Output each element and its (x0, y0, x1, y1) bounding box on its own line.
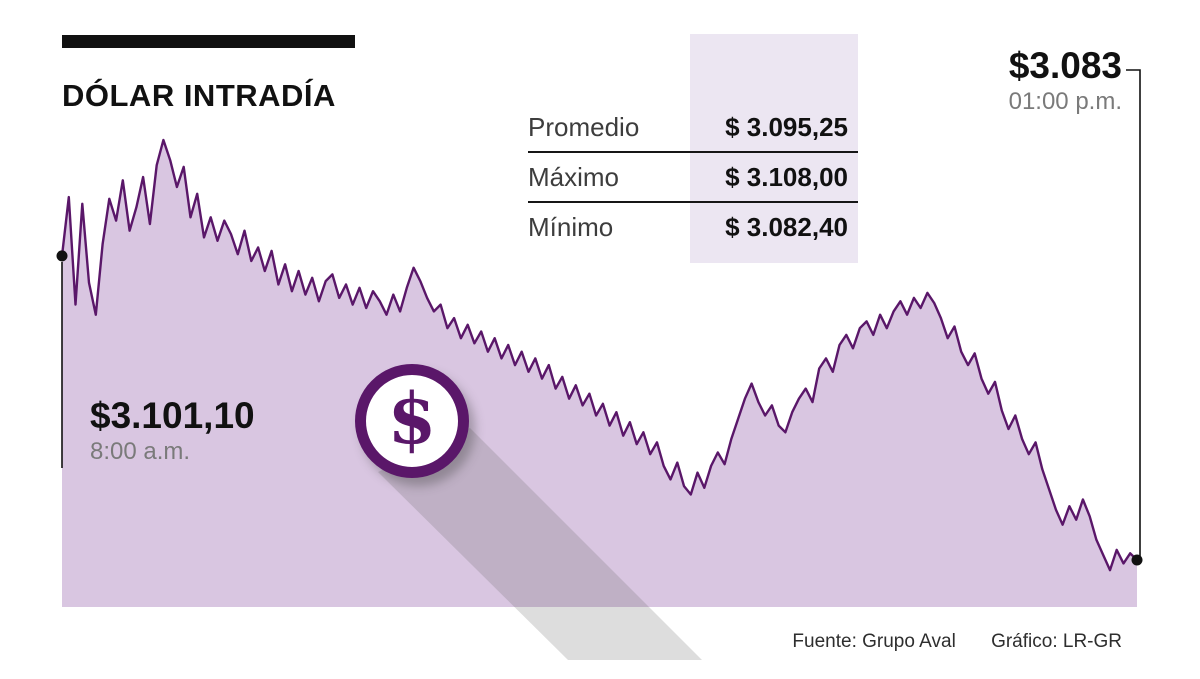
credit-text: Gráfico: LR-GR (991, 631, 1122, 652)
start-price: $3.101,10 (90, 395, 255, 436)
end-point-dot (1131, 554, 1143, 566)
stat-row-promedio: Promedio $ 3.095,25 (528, 103, 858, 153)
stat-row-minimo: Mínimo $ 3.082,40 (528, 203, 858, 251)
dollar-sign-icon: $ (355, 364, 469, 478)
start-time: 8:00 a.m. (90, 437, 191, 465)
stat-value: $ 3.082,40 (725, 211, 848, 242)
stats-table: Promedio $ 3.095,25 Máximo $ 3.108,00 Mí… (528, 103, 858, 251)
end-annotation: $3.083 01:00 p.m. (1008, 45, 1122, 117)
diagonal-shadow (378, 428, 702, 660)
stat-value: $ 3.095,25 (725, 111, 848, 142)
stat-label: Máximo (528, 161, 620, 192)
end-time: 01:00 p.m. (1008, 87, 1122, 115)
source-credit: Fuente: Grupo Aval Gráfico: LR-GR (792, 631, 1122, 653)
start-point-dot (56, 250, 68, 262)
stat-row-maximo: Máximo $ 3.108,00 (528, 153, 858, 203)
price-area (62, 140, 1137, 607)
page-title: DÓLAR INTRADÍA (62, 77, 336, 113)
stats-highlight-column (690, 34, 858, 263)
price-line (60, 138, 1139, 572)
start-annotation: $3.101,10 8:00 a.m. (90, 395, 255, 467)
stat-label: Promedio (528, 111, 640, 142)
stat-value: $ 3.108,00 (725, 161, 848, 192)
title-accent-bar (62, 35, 355, 48)
stat-label: Mínimo (528, 211, 614, 242)
end-connector-line (1126, 69, 1141, 556)
dollar-glyph: $ (387, 377, 437, 460)
source-text: Fuente: Grupo Aval (792, 631, 956, 652)
end-price: $3.083 (1008, 45, 1122, 86)
